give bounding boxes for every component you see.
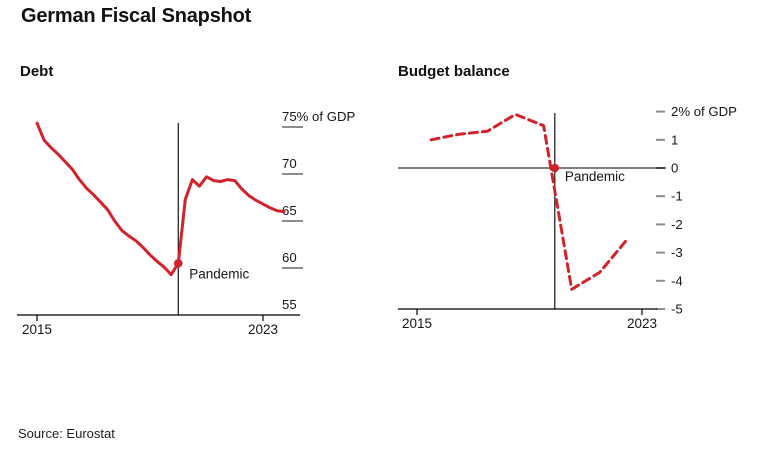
debt-chart-title: Debt <box>20 63 54 80</box>
budget-balance-y-tick-label: 0 <box>671 161 678 176</box>
budget-balance-chart-title: Budget balance <box>398 63 510 80</box>
debt-y-tick-label: 60 <box>282 250 297 265</box>
budget-balance-y-tick-label: -1 <box>671 189 683 204</box>
debt-y-tick-label: 55 <box>282 297 297 312</box>
debt-y-tick-label: 65 <box>282 203 297 218</box>
debt-y-tick-label: 75% of GDP <box>282 109 356 124</box>
debt-y-tick-label: 70 <box>282 156 297 171</box>
budget-balance-x-tick-label: 2023 <box>627 316 657 331</box>
budget-balance-y-tick-label: -4 <box>671 273 683 288</box>
debt-x-tick-label: 2015 <box>22 322 52 337</box>
debt-series-line <box>35 121 286 277</box>
debt-x-tick-label: 2023 <box>248 322 278 337</box>
debt-pandemic-annotation: Pandemic <box>189 266 249 281</box>
page-title: German Fiscal Snapshot <box>21 5 252 27</box>
budget-balance-pandemic-annotation: Pandemic <box>565 169 625 184</box>
budget-balance-pandemic-marker <box>550 163 560 173</box>
budget-balance-y-tick-label: 2% of GDP <box>671 104 737 119</box>
budget-balance-y-tick-label: 1 <box>671 132 678 147</box>
budget-balance-x-tick-label: 2015 <box>402 316 432 331</box>
budget-balance-y-tick-label: -3 <box>671 245 683 260</box>
source-note: Source: Eurostat <box>18 426 115 441</box>
debt-pandemic-marker <box>173 259 183 268</box>
budget-balance-series-line <box>429 112 630 291</box>
budget-balance-y-tick-label: -2 <box>671 217 683 232</box>
budget-balance-y-tick-label: -5 <box>671 302 683 317</box>
